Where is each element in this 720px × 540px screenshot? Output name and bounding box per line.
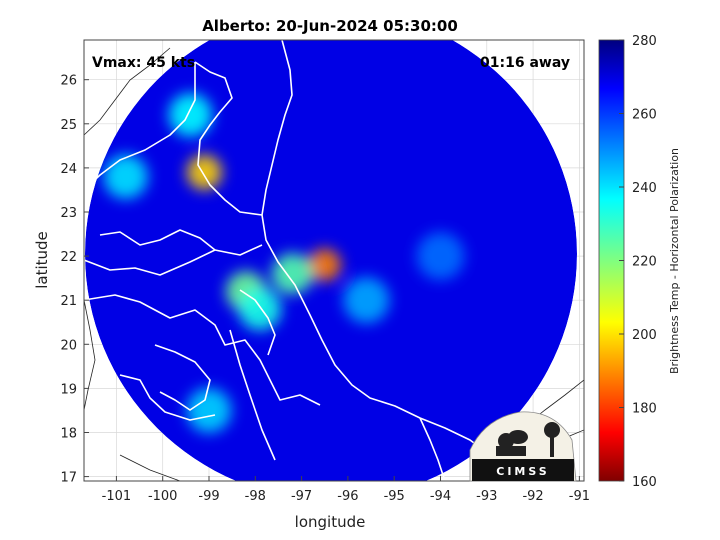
feature-blob <box>103 154 148 199</box>
feature-blob <box>308 248 342 282</box>
y-tick-label: 21 <box>60 294 77 309</box>
x-tick-label: -94 <box>430 489 451 504</box>
x-tick-label: -96 <box>337 489 358 504</box>
time-away-annotation: 01:16 away <box>480 55 570 71</box>
y-tick-labels: 17 18 19 20 21 22 23 24 25 26 <box>60 74 89 486</box>
y-axis-label: latitude <box>33 231 51 289</box>
vmax-annotation: Vmax: 45 kts <box>92 55 195 71</box>
colorbar-tick-label: 200 <box>632 328 657 343</box>
feature-blob <box>271 253 313 295</box>
y-tick-label: 23 <box>60 206 77 221</box>
colorbar-tick-label: 160 <box>632 475 657 490</box>
y-tick-label: 22 <box>60 250 77 265</box>
y-tick-label: 26 <box>60 74 77 89</box>
y-tick-label: 25 <box>60 118 77 133</box>
feature-blob <box>416 232 465 280</box>
axes-box <box>83 39 585 482</box>
map-borders <box>84 40 491 481</box>
x-tick-label: -100 <box>148 489 178 504</box>
colorbar-ticks: 160 180 200 220 240 260 280 <box>619 34 657 490</box>
x-tick-label: -93 <box>476 489 497 504</box>
colorbar-label: Brightness Temp - Horizontal Polarizatio… <box>668 148 681 374</box>
x-tick-label: -92 <box>522 489 543 504</box>
chart-title: Alberto: 20-Jun-2024 05:30:00 <box>202 17 458 35</box>
x-tick-label: -97 <box>291 489 312 504</box>
x-axis-label: longitude <box>295 513 366 531</box>
colorbar-tick-label: 220 <box>632 255 657 270</box>
y-tick-label: 24 <box>60 162 77 177</box>
logo-text: CIMSS <box>496 465 549 478</box>
colorbar-tick-label: 180 <box>632 402 657 417</box>
colorbar-tick-label: 280 <box>632 34 657 49</box>
cimss-logo: CIMSS <box>469 411 577 482</box>
y-tick-label: 17 <box>60 471 77 486</box>
colorbar-tick-label: 260 <box>632 108 657 123</box>
x-tick-label: -98 <box>245 489 266 504</box>
feature-blob <box>238 287 282 331</box>
colorbar-tick-label: 240 <box>632 181 657 196</box>
y-tick-label: 20 <box>60 338 77 353</box>
feature-blob <box>343 277 390 324</box>
x-tick-label: -99 <box>198 489 219 504</box>
x-tick-label: -95 <box>384 489 405 504</box>
feature-blob <box>186 154 222 190</box>
feature-blob <box>186 388 232 433</box>
x-tick-label: -101 <box>102 489 132 504</box>
y-tick-label: 18 <box>60 426 77 441</box>
y-tick-label: 19 <box>60 382 77 397</box>
x-tick-label: -91 <box>569 489 590 504</box>
x-tick-labels: -101 -100 -99 -98 -97 -96 -95 -94 -93 -92 -91 <box>102 476 590 504</box>
